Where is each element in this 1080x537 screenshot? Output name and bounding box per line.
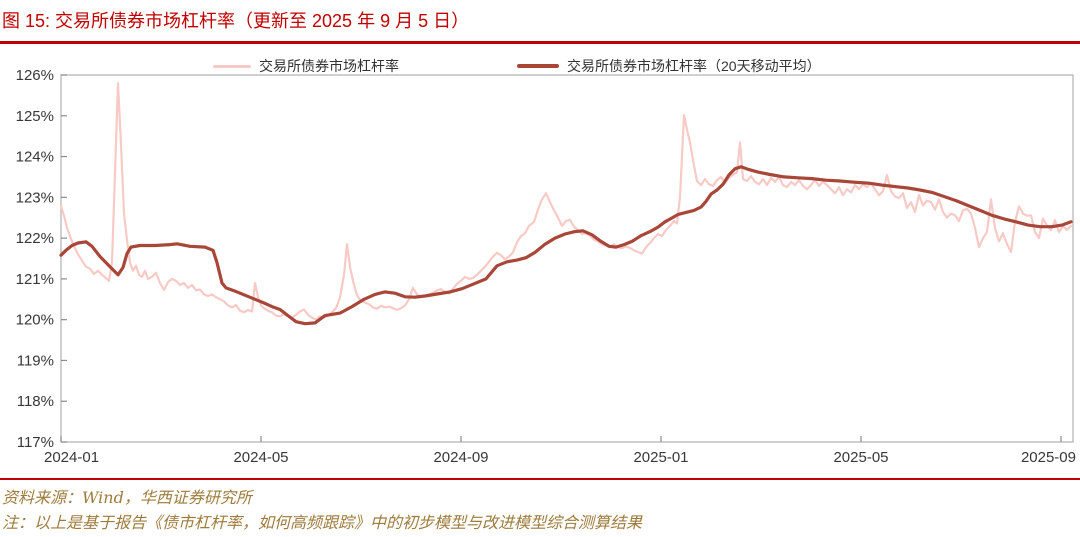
chart-area: 117% 118% 119% 120% 121% 122% 123% 124% 125% 126%… — [0, 67, 1080, 475]
y-tick-label: 122% — [16, 230, 54, 247]
x-tick-label: 2024-09 — [433, 449, 488, 466]
x-tick-label: 2025-01 — [633, 449, 688, 466]
y-tick-label: 119% — [17, 352, 54, 369]
ma20-line-label: 交易所债券市场杠杆率（20天移动平均） — [567, 58, 821, 74]
daily-line-swatch — [213, 64, 251, 68]
footer-divider-rule — [0, 478, 1080, 480]
y-tick-label: 118% — [17, 393, 54, 410]
figure-title: 图 15: 交易所债券市场杠杆率（更新至 2025 年 9 月 5 日） — [2, 11, 470, 31]
y-tick-label: 121% — [16, 271, 54, 288]
x-tick-label: 2024-05 — [233, 449, 288, 466]
y-tick-label: 126% — [16, 70, 54, 84]
x-tick-label: 2024-01 — [44, 449, 99, 466]
source-note: 资料来源：Wind，华西证券研究所 — [2, 488, 252, 507]
ma20-line-swatch — [517, 64, 559, 68]
y-tick-label: 125% — [16, 108, 54, 125]
x-tick-label: 2025-09 — [1021, 449, 1076, 466]
x-tick-label: 2025-05 — [833, 449, 888, 466]
leverage-line-chart: 117% 118% 119% 120% 121% 122% 123% 124% 125% 126%… — [16, 67, 1076, 466]
daily-line-label: 交易所债券市场杠杆率 — [259, 58, 399, 74]
y-tick-label: 124% — [16, 149, 54, 166]
y-tick-label: 120% — [16, 312, 54, 329]
y-tick-label: 117% — [17, 434, 54, 451]
daily-leverage-line — [59, 82, 1073, 321]
series-lines — [59, 82, 1073, 326]
ma20-leverage-line — [59, 165, 1073, 326]
chart-legend: 交易所债券市场杠杆率 交易所债券市场杠杆率（20天移动平均） — [0, 56, 1080, 76]
y-tick-label: 123% — [16, 189, 54, 206]
title-divider-rule — [0, 41, 1080, 44]
legend-item-daily: 交易所债券市场杠杆率 — [213, 56, 399, 76]
plot-border — [60, 74, 1074, 443]
method-note: 注：以上是基于报告《债市杠杆率，如何高频跟踪》中的初步模型与改进模型综合测算结果 — [2, 513, 643, 532]
legend-item-ma20: 交易所债券市场杠杆率（20天移动平均） — [517, 56, 821, 76]
axes: 117% 118% 119% 120% 121% 122% 123% 124% 125% 126%… — [16, 67, 1076, 466]
